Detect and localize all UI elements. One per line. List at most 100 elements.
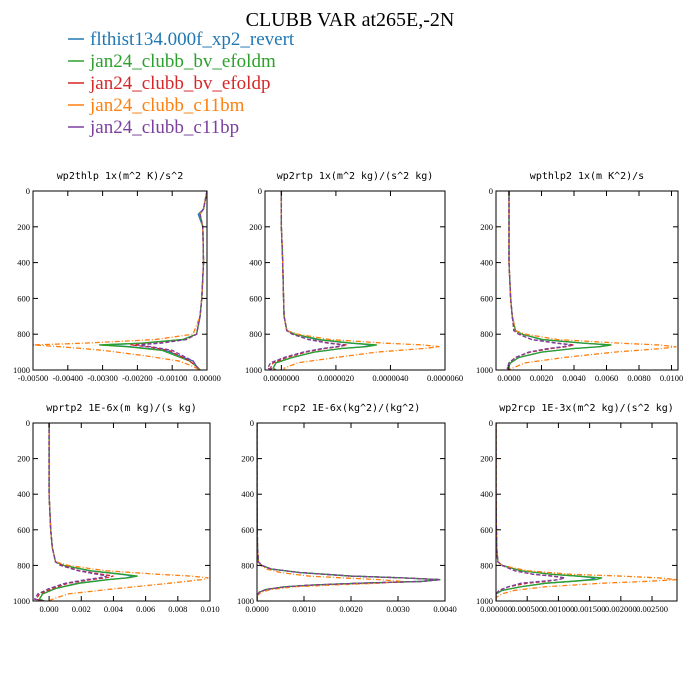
series-line xyxy=(35,423,114,601)
series-line xyxy=(38,423,138,601)
y-tick-label: 0 xyxy=(258,186,262,196)
y-tick-label: 600 xyxy=(480,525,493,535)
plot-frame xyxy=(32,422,211,602)
series-line xyxy=(496,423,677,601)
y-tick-label: 0 xyxy=(250,418,254,428)
y-tick-label: 200 xyxy=(241,454,254,464)
y-tick-label: 400 xyxy=(17,489,30,499)
series-line xyxy=(506,191,612,370)
y-tick-label: 800 xyxy=(249,329,262,339)
x-tick-label: 0.0100 xyxy=(660,373,683,383)
panel-title: wp2thlp 1x(m^2 K)/s^2 xyxy=(57,171,183,182)
plot-frame xyxy=(495,422,678,602)
y-tick-label: 200 xyxy=(17,454,30,464)
x-tick-label: 0.002 xyxy=(72,604,91,614)
panel: wp2rcp 1E-3x(m^2 kg)/(s^2 kg) 0 200 400 600 8… xyxy=(476,403,678,614)
series-line xyxy=(280,191,440,370)
panel: wprtp2 1E-6x(m kg)/(s kg) 0 200 400 600 800 10… xyxy=(13,403,220,614)
plot-frame xyxy=(256,422,446,602)
x-tick-label: 0.001000 xyxy=(542,604,574,614)
x-tick-label: 0.0030 xyxy=(386,604,409,614)
legend-label: jan24_clubb_bv_efoldp xyxy=(89,73,270,94)
y-tick-label: 0 xyxy=(26,186,30,196)
x-tick-label: 0.000 xyxy=(40,604,59,614)
y-tick-label: 400 xyxy=(249,258,262,268)
legend-label: jan24_clubb_c11bp xyxy=(89,117,239,138)
x-tick-label: 0.0000040 xyxy=(372,373,408,383)
y-tick-label: 600 xyxy=(17,293,30,303)
x-tick-label: -0.00300 xyxy=(87,373,117,383)
x-tick-label: 0.000500 xyxy=(511,604,543,614)
series-line xyxy=(257,423,441,601)
series-line xyxy=(496,423,603,601)
x-tick-label: 0.0000 xyxy=(245,604,268,614)
y-tick-label: 800 xyxy=(17,560,30,570)
x-tick-label: -0.00400 xyxy=(53,373,83,383)
x-tick-label: -0.00500 xyxy=(18,373,48,383)
series-group xyxy=(266,191,440,370)
x-tick-label: 0.0040 xyxy=(562,373,585,383)
x-tick-label: 0.000000 xyxy=(480,604,512,614)
x-tick-label: 0.004 xyxy=(104,604,124,614)
y-tick-label: 600 xyxy=(249,293,262,303)
y-tick-label: 200 xyxy=(480,222,493,232)
y-tick-label: 200 xyxy=(17,222,30,232)
series-group xyxy=(33,191,207,370)
y-tick-label: 400 xyxy=(480,489,493,499)
y-tick-label: 400 xyxy=(17,258,30,268)
plot-frame xyxy=(32,190,208,371)
x-tick-label: 0.006 xyxy=(136,604,155,614)
series-line xyxy=(48,423,209,601)
legend-entry: jan24_clubb_c11bm xyxy=(68,95,245,116)
main-title: CLUBB VAR at265E,-2N xyxy=(246,9,455,31)
legend: flthist134.000f_xp2_revertjan24_clubb_bv… xyxy=(68,29,295,138)
x-tick-label: 0.0000000 xyxy=(263,373,299,383)
legend-label: flthist134.000f_xp2_revert xyxy=(90,29,295,50)
series-line xyxy=(137,191,207,370)
y-tick-label: 200 xyxy=(249,222,262,232)
y-tick-label: 1000 xyxy=(476,596,493,606)
panel: wpthlp2 1x(m K^2)/s 0 200 400 600 800 1000 0.00… xyxy=(476,171,683,383)
series-line xyxy=(506,191,571,370)
legend-entry: jan24_clubb_bv_efoldm xyxy=(68,51,276,72)
legend-entry: jan24_clubb_bv_efoldp xyxy=(68,73,270,94)
series-line xyxy=(33,191,207,370)
series-line xyxy=(99,191,207,370)
x-tick-label: 0.0020 xyxy=(339,604,362,614)
series-line xyxy=(266,191,345,370)
y-tick-label: 800 xyxy=(17,329,30,339)
legend-entry: jan24_clubb_c11bp xyxy=(68,117,239,138)
x-tick-label: 0.0000020 xyxy=(318,373,354,383)
x-tick-label: 0.00000 xyxy=(193,373,221,383)
panel: wp2thlp 1x(m^2 K)/s^202004006008001000-0… xyxy=(13,171,221,383)
series-line xyxy=(257,423,441,601)
x-tick-label: 0.0040 xyxy=(433,604,456,614)
y-tick-label: 800 xyxy=(241,560,254,570)
series-group xyxy=(33,423,209,601)
y-tick-label: 1000 xyxy=(13,596,30,606)
legend-label: jan24_clubb_c11bm xyxy=(89,95,245,116)
legend-label: jan24_clubb_bv_efoldm xyxy=(89,51,276,72)
series-line xyxy=(257,423,403,601)
legend-entry: flthist134.000f_xp2_revert xyxy=(68,29,295,50)
y-tick-label: 1000 xyxy=(237,596,254,606)
panel: rcp2 1E-6x(kg^2)/(kg^2) 0 200 400 600 800 1000… xyxy=(237,403,457,614)
x-tick-label: -0.00100 xyxy=(157,373,187,383)
plot-frame xyxy=(264,190,446,371)
y-tick-label: 1000 xyxy=(476,365,493,375)
y-tick-label: 400 xyxy=(241,489,254,499)
x-tick-label: 0.0010 xyxy=(292,604,315,614)
y-tick-label: 0 xyxy=(26,418,30,428)
x-tick-label: 0.0060 xyxy=(595,373,618,383)
panel-title: rcp2 1E-6x(kg^2)/(kg^2) xyxy=(282,403,420,414)
x-tick-label: 0.001500 xyxy=(574,604,606,614)
y-tick-label: 1000 xyxy=(245,365,262,375)
panel-title: wprtp2 1E-6x(m kg)/(s kg) xyxy=(46,403,197,414)
x-tick-label: 0.008 xyxy=(168,604,187,614)
series-line xyxy=(496,423,565,601)
panel-title: wp2rcp 1E-3x(m^2 kg)/(s^2 kg) xyxy=(499,403,674,414)
y-tick-label: 1000 xyxy=(13,365,30,375)
panel-title: wp2rtp 1x(m^2 kg)/(s^2 kg) xyxy=(277,171,434,182)
x-tick-label: 0.0000 xyxy=(497,373,520,383)
